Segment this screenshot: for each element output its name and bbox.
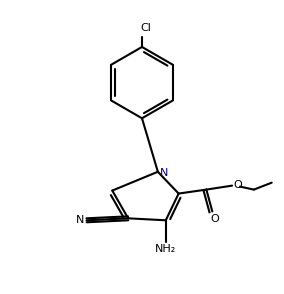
Text: N: N xyxy=(76,215,85,225)
Text: O: O xyxy=(210,214,219,224)
Text: NH₂: NH₂ xyxy=(155,244,176,254)
Text: O: O xyxy=(233,180,242,190)
Text: Cl: Cl xyxy=(140,23,151,33)
Text: N: N xyxy=(160,168,168,178)
